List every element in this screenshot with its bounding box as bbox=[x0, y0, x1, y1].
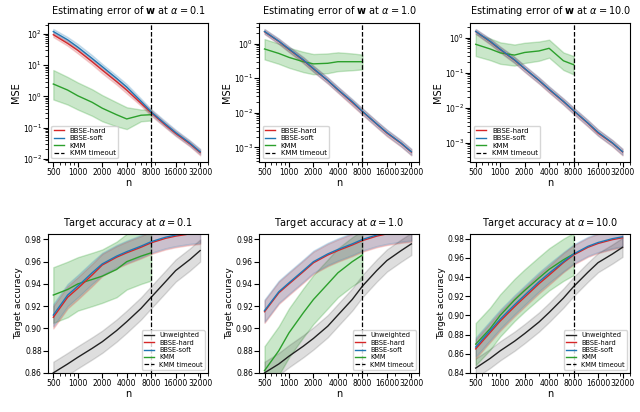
X-axis label: n: n bbox=[336, 178, 342, 188]
Legend: Unweighted, BBSE-hard, BBSE-soft, KMM, KMM timeout: Unweighted, BBSE-hard, BBSE-soft, KMM, K… bbox=[353, 330, 416, 370]
Y-axis label: MSE: MSE bbox=[433, 82, 444, 103]
Title: Target accuracy at $\alpha = 0.1$: Target accuracy at $\alpha = 0.1$ bbox=[63, 215, 193, 229]
Y-axis label: MSE: MSE bbox=[12, 82, 21, 103]
X-axis label: n: n bbox=[547, 389, 554, 400]
Legend: Unweighted, BBSE-hard, BBSE-soft, KMM, KMM timeout: Unweighted, BBSE-hard, BBSE-soft, KMM, K… bbox=[141, 330, 205, 370]
Title: Target accuracy at $\alpha = 10.0$: Target accuracy at $\alpha = 10.0$ bbox=[482, 215, 619, 229]
Y-axis label: Target accuracy: Target accuracy bbox=[436, 267, 446, 339]
Title: Estimating error of $\mathbf{w}$ at $\alpha = 0.1$: Estimating error of $\mathbf{w}$ at $\al… bbox=[51, 5, 205, 18]
X-axis label: n: n bbox=[125, 178, 131, 188]
Title: Estimating error of $\mathbf{w}$ at $\alpha = 1.0$: Estimating error of $\mathbf{w}$ at $\al… bbox=[262, 5, 417, 18]
X-axis label: n: n bbox=[125, 389, 131, 400]
Legend: Unweighted, BBSE-hard, BBSE-soft, KMM, KMM timeout: Unweighted, BBSE-hard, BBSE-soft, KMM, K… bbox=[564, 330, 627, 370]
Legend: BBSE-hard, BBSE-soft, KMM, KMM timeout: BBSE-hard, BBSE-soft, KMM, KMM timeout bbox=[474, 126, 540, 158]
Y-axis label: MSE: MSE bbox=[222, 82, 232, 103]
Title: Target accuracy at $\alpha = 1.0$: Target accuracy at $\alpha = 1.0$ bbox=[274, 215, 404, 229]
X-axis label: n: n bbox=[547, 178, 554, 188]
Title: Estimating error of $\mathbf{w}$ at $\alpha = 10.0$: Estimating error of $\mathbf{w}$ at $\al… bbox=[470, 5, 631, 18]
Y-axis label: Target accuracy: Target accuracy bbox=[225, 267, 235, 339]
X-axis label: n: n bbox=[336, 389, 342, 400]
Y-axis label: Target accuracy: Target accuracy bbox=[14, 267, 24, 339]
Legend: BBSE-hard, BBSE-soft, KMM, KMM timeout: BBSE-hard, BBSE-soft, KMM, KMM timeout bbox=[51, 126, 118, 158]
Legend: BBSE-hard, BBSE-soft, KMM, KMM timeout: BBSE-hard, BBSE-soft, KMM, KMM timeout bbox=[262, 126, 329, 158]
